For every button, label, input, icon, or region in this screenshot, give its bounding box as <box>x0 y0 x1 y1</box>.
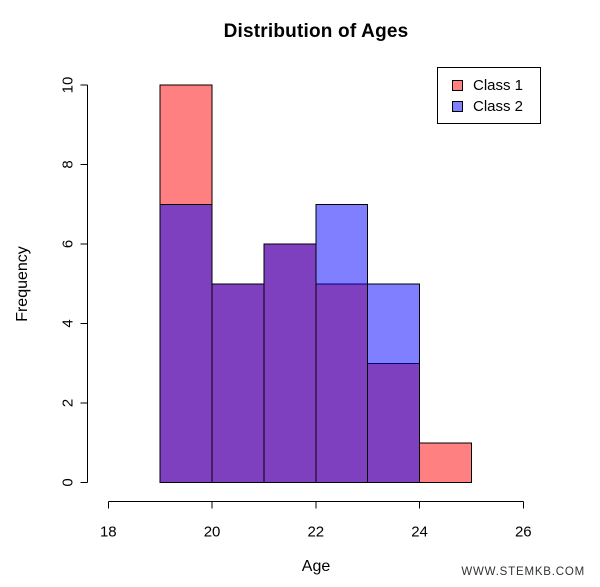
y-tick-label: 0 <box>60 478 77 486</box>
x-tick-label: 18 <box>100 524 117 541</box>
x-tick-label: 24 <box>411 524 428 541</box>
y-tick-label: 2 <box>60 399 77 407</box>
legend-label-class1: Class 1 <box>473 76 524 94</box>
bar-class2-bin3 <box>315 203 369 484</box>
legend-item-class2: Class 2 <box>452 99 540 114</box>
bar-class2-bin0 <box>159 203 213 484</box>
x-tick-label: 22 <box>307 524 324 541</box>
x-axis-title: Age <box>301 558 331 575</box>
bar-class1-bin5 <box>419 442 473 484</box>
watermark: WWW.STEMKB.COM <box>461 566 585 578</box>
x-tick-label: 20 <box>204 524 221 541</box>
legend-swatch-class1-icon <box>452 79 463 91</box>
legend-swatch-class2-icon <box>452 100 463 112</box>
legend-label-class2: Class 2 <box>473 97 524 115</box>
y-tick-label: 4 <box>60 319 77 327</box>
legend: Class 1 Class 2 <box>437 67 541 124</box>
y-axis-title: Frequency <box>14 246 31 322</box>
y-tick-label: 6 <box>60 240 77 248</box>
y-tick-label: 10 <box>60 77 77 94</box>
bar-class2-bin1 <box>211 283 265 484</box>
x-tick-label: 26 <box>515 524 532 541</box>
chart-title: Distribution of Ages <box>223 21 409 42</box>
bar-class2-bin2 <box>263 243 317 483</box>
legend-item-class1: Class 1 <box>452 78 540 93</box>
bar-class2-bin4 <box>367 283 421 484</box>
y-tick-label: 8 <box>60 160 77 168</box>
